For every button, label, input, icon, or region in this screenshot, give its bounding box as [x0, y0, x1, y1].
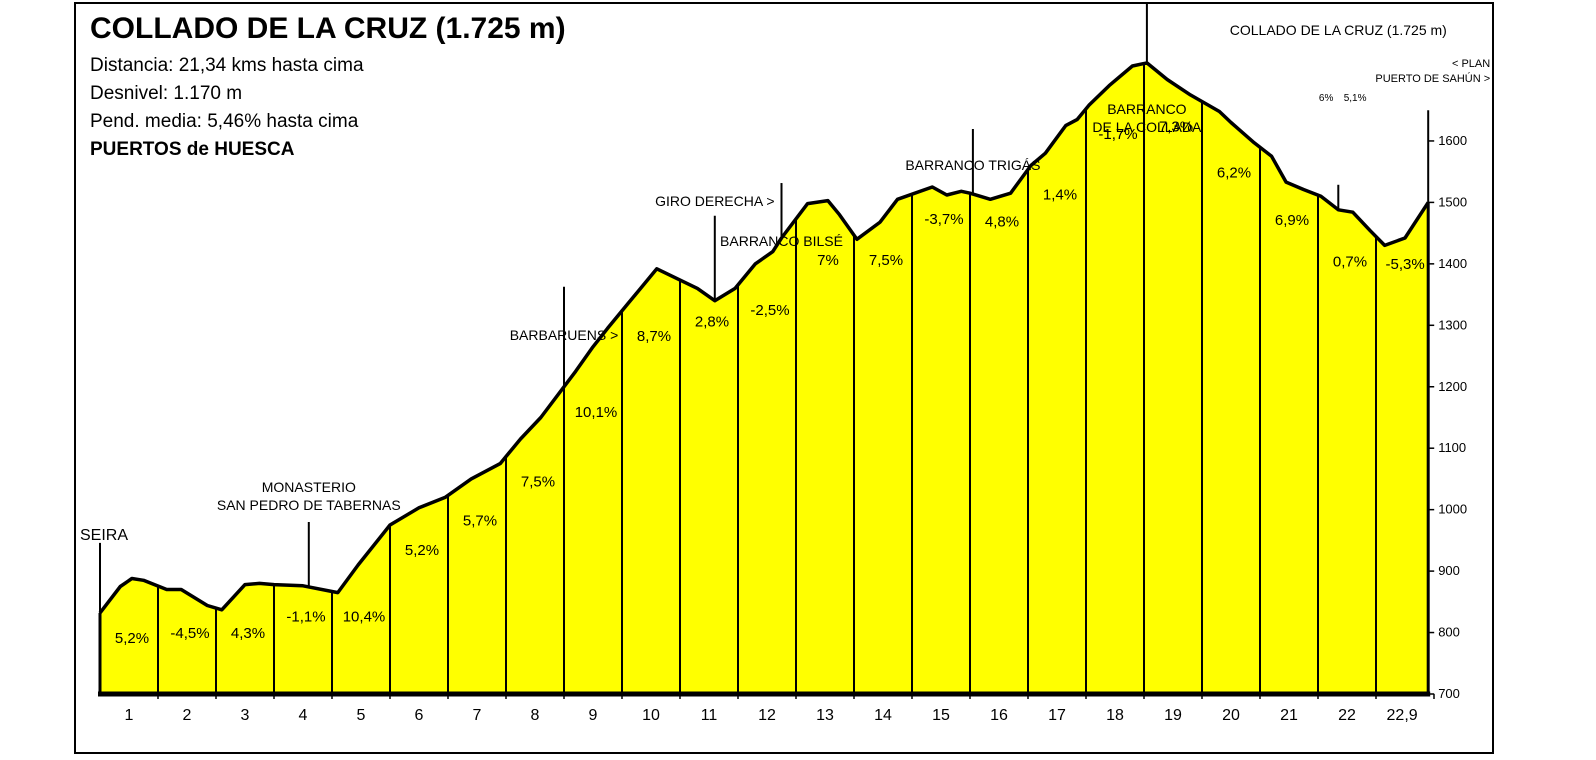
annotation-label: BARRANCO BILSÉ	[720, 233, 843, 249]
annotation-label: SEIRA	[80, 527, 128, 544]
x-tick-label: 4	[299, 707, 308, 724]
segment-gradient-label: 7,5%	[869, 252, 903, 269]
annotation-label: PUERTO DE SAHÚN >	[1375, 72, 1490, 85]
x-tick-label: 21	[1280, 707, 1298, 724]
x-tick-label: 17	[1048, 707, 1066, 724]
annotation-label: DE LA COLLADA	[1092, 119, 1202, 135]
profile-info-panel: COLLADO DE LA CRUZ (1.725 m) Distancia: …	[90, 12, 566, 164]
x-tick-label: 20	[1222, 707, 1240, 724]
y-tick-label: 800	[1438, 625, 1460, 640]
collection-text: PUERTOS de HUESCA	[90, 139, 295, 160]
x-tick-label: 5	[357, 707, 366, 724]
annotation-label: SAN PEDRO DE TABERNAS	[217, 497, 401, 513]
x-tick-label: 6	[415, 707, 424, 724]
x-tick-label: 18	[1106, 707, 1124, 724]
y-tick-label: 1600	[1438, 133, 1467, 148]
annotation-label: BARBARUENS >	[510, 327, 619, 343]
x-tick-label: 19	[1164, 707, 1182, 724]
x-tick-label: 15	[932, 707, 950, 724]
segment-gradient-label: 1,4%	[1043, 186, 1077, 203]
sub-gradient-label: 6%	[1319, 93, 1334, 104]
annotation-label: BARRANCO TRIGÁS	[905, 157, 1040, 173]
segment-gradient-label: 2,8%	[695, 314, 729, 331]
x-tick-label: 1	[125, 707, 134, 724]
x-tick-label: 3	[241, 707, 250, 724]
y-tick-label: 1200	[1438, 379, 1467, 394]
x-tick-label: 13	[816, 707, 834, 724]
x-tick-label: 16	[990, 707, 1008, 724]
segment-gradient-label: 6,9%	[1275, 212, 1309, 229]
segment-gradient-label: 6,2%	[1217, 164, 1251, 181]
y-tick-label: 1100	[1438, 440, 1466, 455]
annotation-label: MONASTERIO	[262, 479, 356, 495]
profile-line	[98, 61, 1430, 614]
y-tick-label: 1000	[1438, 502, 1467, 517]
distance-text: Distancia: 21,34 kms hasta cima	[90, 55, 364, 76]
average-gradient-text: Pend. media: 5,46% hasta cima	[90, 111, 359, 132]
profile-area	[100, 62, 1429, 694]
annotation-label: BARRANCO	[1107, 101, 1186, 117]
y-tick-label: 1300	[1438, 317, 1467, 332]
annotation-label: COLLADO DE LA CRUZ (1.725 m)	[1230, 22, 1447, 38]
x-tick-label: 10	[642, 707, 660, 724]
climb-title: COLLADO DE LA CRUZ (1.725 m)	[90, 12, 566, 45]
y-tick-label: 700	[1438, 686, 1460, 701]
x-tick-label: 14	[874, 707, 892, 724]
segment-gradient-label: -1,1%	[286, 608, 325, 625]
x-tick-label: 12	[758, 707, 776, 724]
x-tick-label: 9	[589, 707, 598, 724]
segment-gradient-label: 5,2%	[115, 630, 149, 647]
x-tick-label: 22	[1338, 707, 1356, 724]
segment-gradient-label: -4,5%	[170, 625, 209, 642]
segment-gradient-label: 5,2%	[405, 542, 439, 559]
x-tick-label: 8	[531, 707, 540, 724]
segment-gradient-label: 8,7%	[637, 328, 671, 345]
annotation-label: < PLAN	[1452, 58, 1490, 70]
x-tick-label: 11	[701, 707, 718, 724]
elevation-gain-text: Desnivel: 1.170 m	[90, 83, 243, 104]
segment-gradient-label: 4,3%	[231, 625, 265, 642]
segment-gradient-label: 7,3%	[1159, 118, 1193, 135]
x-tick-label: 2	[183, 707, 192, 724]
sub-gradient-label: 5,1%	[1344, 93, 1367, 104]
x-tick-label: 7	[473, 707, 482, 724]
segment-gradient-label: 10,4%	[343, 608, 386, 625]
x-tick-label: 22,9	[1387, 707, 1418, 724]
annotation-label: GIRO DERECHA >	[655, 193, 774, 209]
y-tick-label: 900	[1438, 563, 1460, 578]
segment-gradient-label: -5,3%	[1386, 256, 1425, 273]
segment-gradient-label: -1,7%	[1098, 126, 1137, 143]
segment-gradient-label: 4,8%	[985, 214, 1019, 231]
y-tick-label: 1500	[1438, 194, 1467, 209]
segment-gradient-label: -2,5%	[750, 302, 789, 319]
segment-gradient-label: 5,7%	[463, 512, 497, 529]
segment-gradient-label: -3,7%	[924, 211, 963, 228]
segment-gradient-label: 7%	[817, 252, 839, 269]
segment-gradient-label: 10,1%	[575, 404, 618, 421]
segment-gradient-label: 0,7%	[1333, 254, 1367, 271]
y-tick-label: 1400	[1438, 256, 1467, 271]
segment-gradient-label: 7,5%	[521, 474, 555, 491]
